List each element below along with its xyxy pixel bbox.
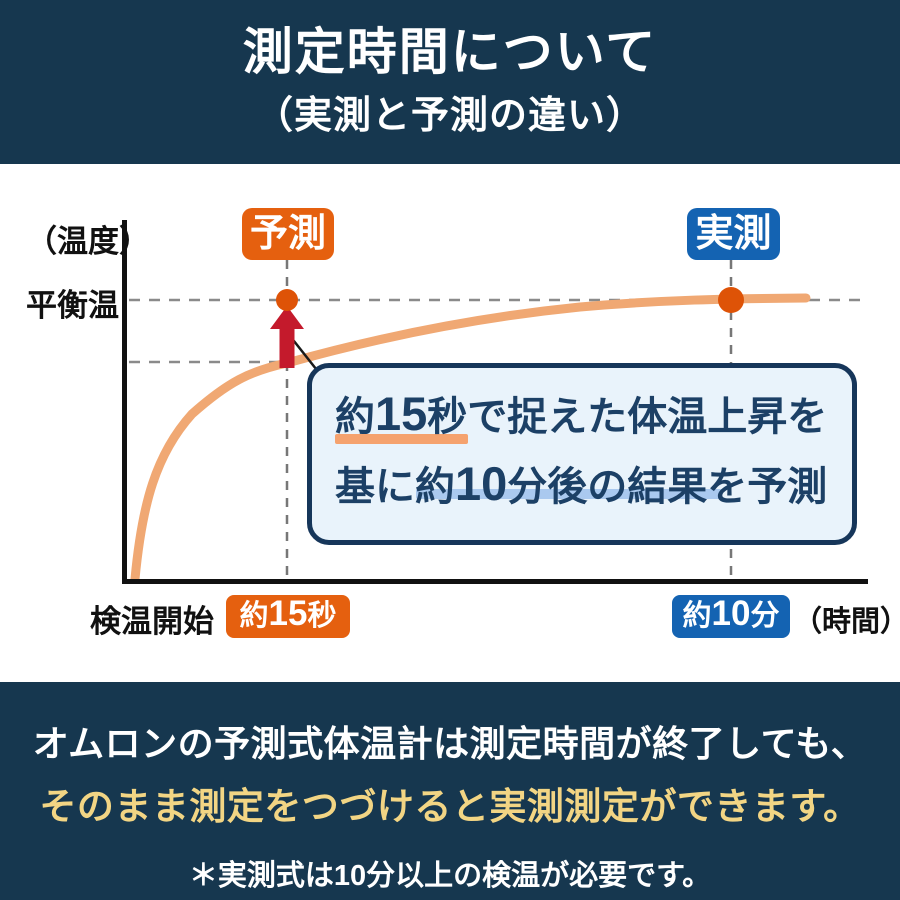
tick-10min-badge: 約10分 bbox=[672, 595, 790, 638]
measurement-start-label: 検温開始 bbox=[90, 604, 214, 639]
temperature-chart: （温度） 平衡温 検温開始 （時間） 予測 実測 約15秒 約10分 約15秒で… bbox=[0, 164, 900, 682]
tick-10min-prefix: 約 bbox=[682, 600, 712, 632]
callout-line1-number: 15 bbox=[375, 387, 428, 440]
temperature-curve bbox=[130, 293, 811, 584]
tick-15s-suffix: 秒 bbox=[307, 600, 337, 632]
footer-banner: オムロンの予測式体温計は測定時間が終了しても、 そのまま測定をつづけると実測測定… bbox=[0, 682, 900, 900]
callout-line1-b: 秒で捉えた体温上昇を bbox=[427, 395, 828, 439]
tick-15s-number: 15 bbox=[268, 594, 308, 633]
underline-blue bbox=[416, 489, 722, 499]
chart-canvas bbox=[122, 220, 868, 584]
x-axis-unit-label: （時間） bbox=[793, 606, 900, 638]
explanation-callout: 約15秒で捉えた体温上昇を 基に約10分後の結果を予測 bbox=[307, 363, 857, 545]
prediction-point-dot bbox=[276, 289, 298, 311]
page-subtitle: （実測と予測の違い） bbox=[254, 95, 645, 137]
y-axis-unit-label: （温度） bbox=[26, 224, 150, 259]
prediction-arrow-icon bbox=[270, 306, 304, 368]
page-title: 測定時間について bbox=[242, 24, 658, 80]
callout-line1: 約15秒で捉えた体温上昇を bbox=[335, 390, 827, 442]
footer-line1: オムロンの予測式体温計は測定時間が終了しても、 bbox=[32, 723, 868, 764]
tick-10min-suffix: 分 bbox=[750, 600, 780, 632]
underline-orange bbox=[335, 434, 468, 444]
y-axis bbox=[122, 220, 127, 584]
footer-note: ＊実測式は10分以上の検温が必要です。 bbox=[188, 860, 712, 892]
actual-badge: 実測 bbox=[687, 208, 780, 260]
callout-line2-a: 基に約 bbox=[335, 465, 455, 509]
prediction-badge: 予測 bbox=[242, 208, 334, 260]
actual-point-dot bbox=[718, 287, 744, 313]
callout-line1-a: 約 bbox=[335, 395, 375, 439]
tick-15s-prefix: 約 bbox=[239, 600, 269, 632]
footer-line2-highlight: そのまま測定をつづけると実測測定ができます。 bbox=[39, 786, 861, 827]
tick-10min-number: 10 bbox=[711, 594, 751, 633]
header-banner: 測定時間について （実測と予測の違い） bbox=[0, 0, 900, 164]
tick-15s-badge: 約15秒 bbox=[226, 595, 350, 638]
callout-line2-b: 分後の結果を予測 bbox=[507, 465, 828, 509]
x-axis bbox=[122, 579, 868, 584]
callout-line2-number: 10 bbox=[455, 457, 508, 510]
equilibrium-temp-label: 平衡温 bbox=[26, 288, 119, 323]
callout-line2: 基に約10分後の結果を予測 bbox=[335, 460, 827, 512]
